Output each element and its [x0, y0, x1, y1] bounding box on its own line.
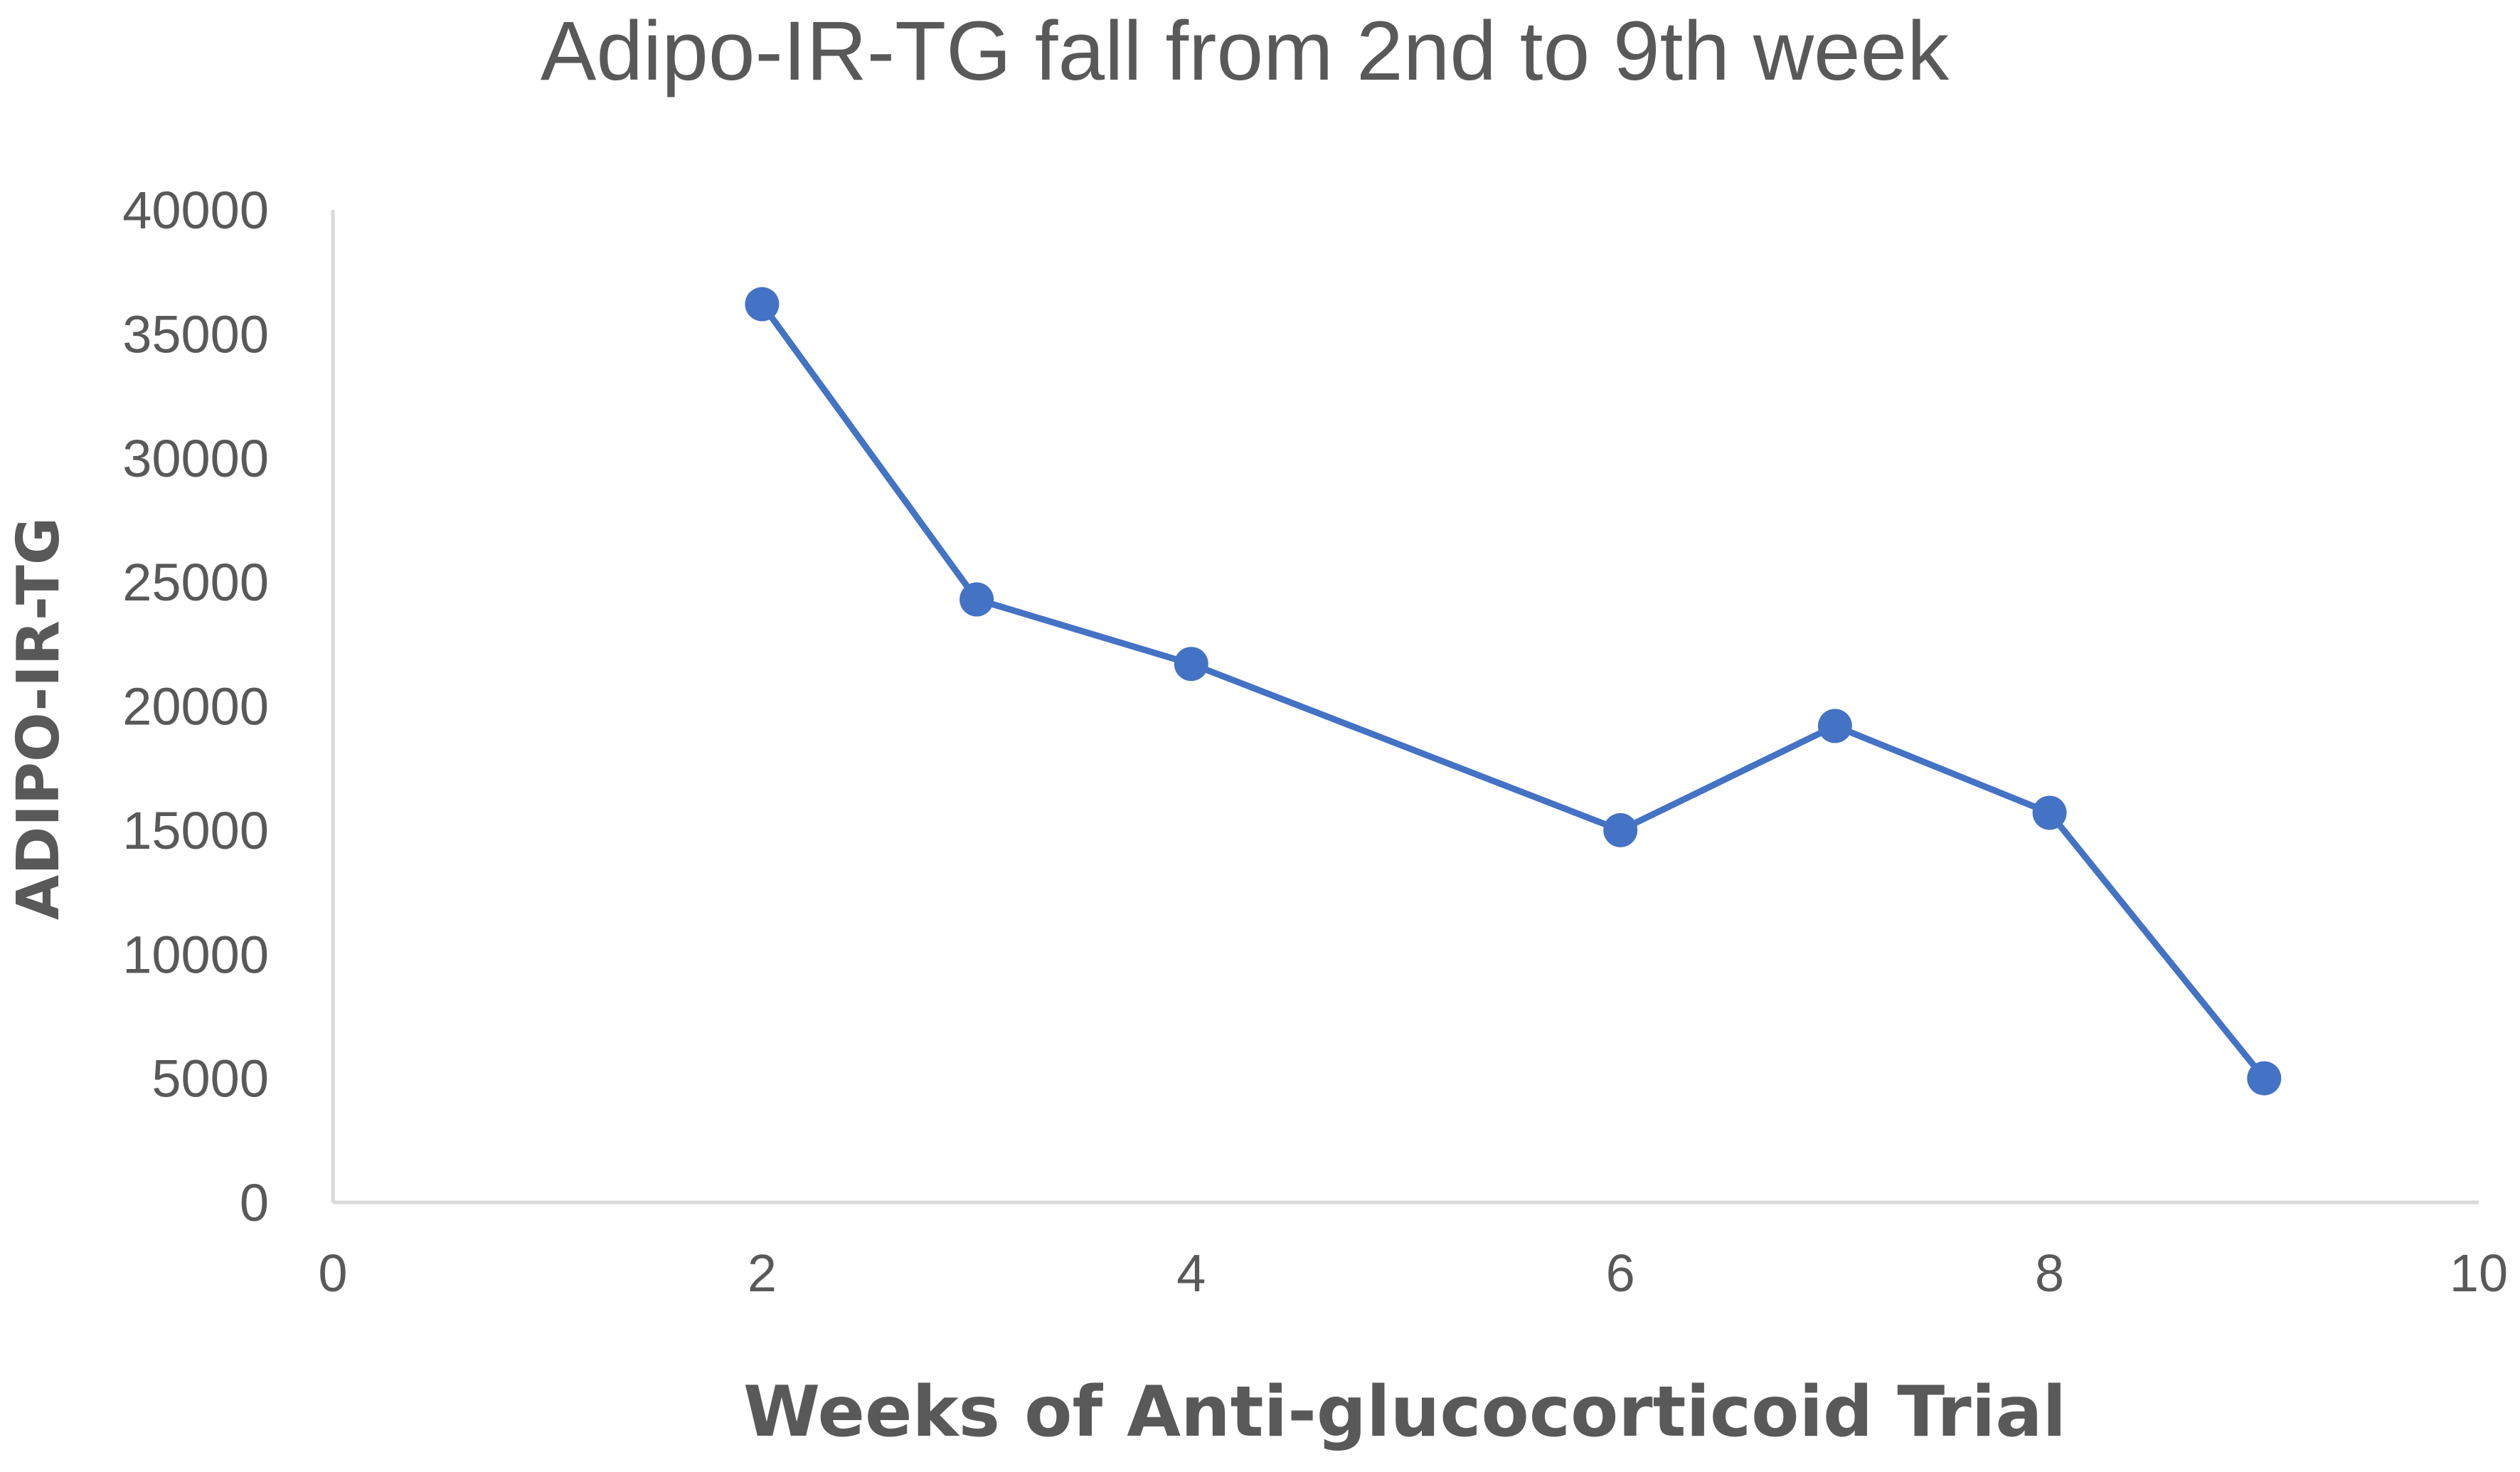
- y-tick-label: 25000: [122, 553, 269, 612]
- y-tick-label: 40000: [122, 181, 269, 240]
- y-tick-label: 35000: [122, 305, 269, 364]
- data-point: [2247, 1061, 2282, 1096]
- data-point: [959, 582, 994, 617]
- x-tick-label: 4: [1176, 1244, 1206, 1303]
- y-axis-tick-labels: 0 5000 10000 15000 20000 25000 30000 35000 40000: [122, 181, 269, 1232]
- data-point: [1174, 647, 1208, 682]
- x-tick-label: 10: [2450, 1244, 2508, 1303]
- data-series: [745, 287, 2282, 1096]
- data-point: [745, 287, 780, 322]
- y-tick-label: 15000: [122, 801, 269, 860]
- data-point: [2032, 795, 2067, 830]
- x-tick-label: 2: [748, 1244, 777, 1303]
- data-point: [1817, 709, 1852, 743]
- y-axis-label: ADIPO-IR-TG: [5, 517, 73, 920]
- series-line: [759, 302, 2267, 1081]
- y-tick-label: 10000: [122, 925, 269, 984]
- chart-title: Adipo-IR-TG fall from 2nd to 9th week: [541, 4, 1950, 98]
- x-axis-label: Weeks of Anti-glucocorticoid Trial: [743, 1372, 2066, 1453]
- data-point: [1603, 812, 1638, 847]
- x-axis-tick-labels: 0 2 4 6 8 10: [318, 1244, 2508, 1303]
- x-tick-label: 8: [2035, 1244, 2064, 1303]
- y-tick-label: 5000: [151, 1049, 269, 1108]
- x-tick-label: 0: [318, 1244, 347, 1303]
- x-tick-label: 6: [1606, 1244, 1635, 1303]
- y-tick-label: 30000: [122, 429, 269, 488]
- y-tick-label: 0: [240, 1173, 269, 1232]
- y-tick-label: 20000: [122, 677, 269, 736]
